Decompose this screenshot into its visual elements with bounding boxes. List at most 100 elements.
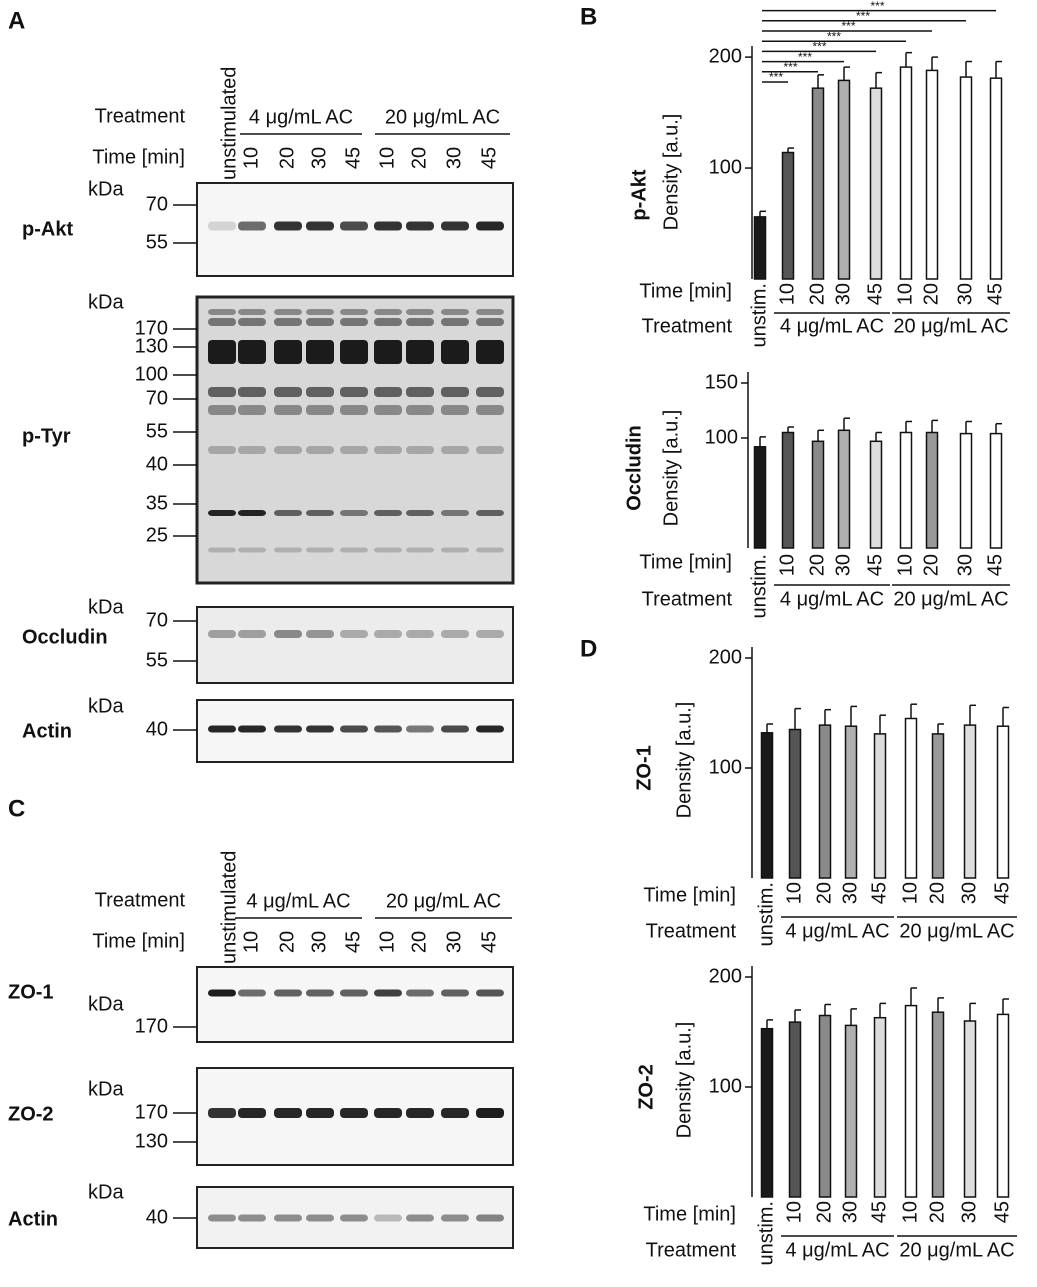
band [238, 725, 266, 733]
band [306, 725, 334, 733]
x-tick-label: 20 [926, 882, 948, 904]
chart-title: Occludin [623, 425, 645, 511]
kda-label: kDa [88, 596, 124, 618]
group-label: 4 μg/mL AC [780, 588, 884, 610]
band [306, 340, 334, 364]
marker-label: 40 [146, 1206, 168, 1228]
band [340, 1214, 368, 1222]
x-tick-label: 30 [832, 554, 854, 576]
band [406, 340, 434, 364]
x-tick-label: 20 [926, 1201, 948, 1223]
row-label: Time [min] [643, 884, 736, 906]
bar [753, 216, 767, 280]
x-tick-label: 10 [776, 283, 798, 305]
band [340, 547, 368, 553]
band [476, 547, 504, 553]
band [406, 547, 434, 553]
x-tick-label: 20 [806, 283, 828, 305]
band [441, 630, 469, 638]
band [441, 340, 469, 364]
band [476, 405, 504, 415]
marker-label: 130 [135, 1130, 168, 1152]
bar [959, 432, 973, 549]
blot-label: p-Tyr [22, 425, 71, 447]
band [340, 405, 368, 415]
band [406, 446, 434, 454]
bar [844, 1024, 858, 1198]
band [441, 387, 469, 397]
band [238, 340, 266, 364]
group-label: 20 μg/mL AC [385, 106, 500, 128]
bar [963, 1020, 977, 1198]
x-tick-label: unstim. [748, 554, 770, 618]
band [476, 630, 504, 638]
bar [873, 733, 887, 879]
band [340, 340, 368, 364]
chart-title: ZO-1 [633, 745, 655, 791]
bar [788, 1021, 802, 1198]
y-tick-label: 150 [705, 371, 738, 393]
band [441, 221, 469, 231]
x-tick-label: 30 [954, 554, 976, 576]
marker-label: 70 [146, 193, 168, 215]
band [340, 1108, 368, 1118]
blot-label: Actin [22, 720, 72, 742]
y-tick-label: 100 [709, 156, 742, 178]
x-tick-label: 10 [899, 1201, 921, 1223]
y-axis-label: Density [a.u.] [660, 410, 682, 527]
bar [963, 724, 977, 879]
significance-label: *** [783, 60, 797, 74]
kda-label: kDa [88, 1181, 124, 1203]
band [406, 309, 434, 315]
bar [753, 446, 767, 549]
band [208, 221, 236, 231]
bar [869, 440, 883, 549]
band [374, 318, 402, 326]
x-tick-label: 45 [868, 882, 890, 904]
band [441, 989, 469, 997]
band [374, 989, 402, 997]
bar [925, 431, 939, 549]
lane-label: 20 [276, 931, 298, 953]
band [374, 630, 402, 638]
band [274, 309, 302, 315]
panel-label: C [8, 795, 25, 822]
bar [989, 77, 1003, 280]
blot-label: ZO-1 [8, 981, 54, 1003]
blot-label: Actin [8, 1208, 58, 1230]
band [406, 989, 434, 997]
bar [760, 1027, 774, 1198]
band [476, 989, 504, 997]
bar [837, 79, 851, 280]
panel-label: A [8, 7, 25, 34]
band [208, 318, 236, 326]
marker-label: 70 [146, 387, 168, 409]
band [306, 318, 334, 326]
x-tick-label: unstim. [755, 1201, 777, 1265]
bar [837, 429, 851, 549]
band [441, 309, 469, 315]
unstimulated-label: unstimulated [218, 851, 240, 964]
band [476, 1214, 504, 1222]
bar [844, 725, 858, 879]
band [340, 989, 368, 997]
band [274, 405, 302, 415]
band [406, 510, 434, 516]
significance-label: *** [798, 50, 812, 64]
x-tick-label: 30 [839, 882, 861, 904]
significance-label: *** [870, 0, 884, 13]
lane-label: 30 [308, 931, 330, 953]
band [306, 446, 334, 454]
band [208, 547, 236, 553]
band [374, 510, 402, 516]
band [476, 309, 504, 315]
band [340, 221, 368, 231]
bar [781, 151, 795, 280]
band [441, 1108, 469, 1118]
band [374, 309, 402, 315]
marker-label: 70 [146, 609, 168, 631]
bar [989, 432, 1003, 549]
lane-label: 45 [342, 931, 364, 953]
bar [904, 717, 918, 879]
kda-label: kDa [88, 1078, 124, 1100]
